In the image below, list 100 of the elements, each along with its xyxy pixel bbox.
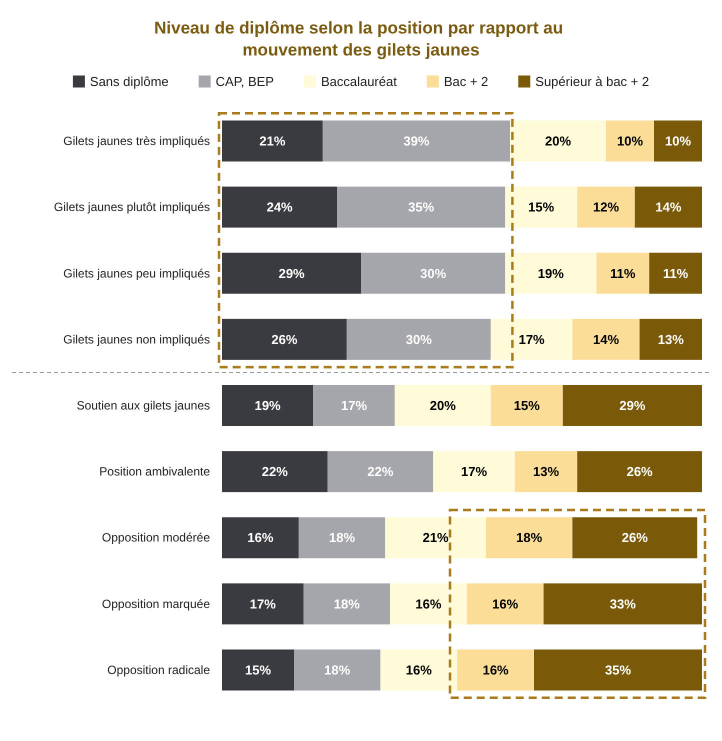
legend-label: Bac + 2 xyxy=(444,74,488,89)
bar xyxy=(222,318,347,360)
data-label: 35% xyxy=(408,200,435,215)
legend-label: Sans diplôme xyxy=(90,74,169,89)
bar xyxy=(313,385,395,426)
data-label: 26% xyxy=(622,530,648,546)
data-label: 16% xyxy=(406,662,432,678)
data-label: 26% xyxy=(626,464,654,480)
data-label: 16% xyxy=(492,596,519,612)
data-label: 17% xyxy=(340,398,368,413)
data-label: 21% xyxy=(422,530,450,546)
bar xyxy=(304,583,390,624)
legend-label: CAP, BEP xyxy=(216,74,274,89)
data-label: 13% xyxy=(658,332,684,347)
bar xyxy=(505,186,578,228)
data-label: 15% xyxy=(514,398,540,413)
bar xyxy=(433,451,515,492)
bar xyxy=(328,451,434,492)
chart-title: Niveau de diplôme selon la position par rapport au mouvement des gilets jaunes xyxy=(154,18,568,60)
data-label: 35% xyxy=(604,662,632,678)
data-label: 17% xyxy=(460,464,488,480)
bar xyxy=(222,649,294,690)
bar xyxy=(222,517,299,558)
data-label: 18% xyxy=(324,662,351,678)
bar xyxy=(596,252,650,294)
bar xyxy=(466,583,544,624)
bar xyxy=(572,517,698,558)
legend-label: Supérieur à bac + 2 xyxy=(535,74,650,89)
bar xyxy=(322,120,510,162)
data-label: 18% xyxy=(516,530,543,546)
bar xyxy=(514,451,578,492)
data-label: 18% xyxy=(328,530,356,546)
y-tick-label: Gilets jaunes non impliqués xyxy=(63,332,210,346)
bar xyxy=(222,451,328,492)
y-tick-label: Opposition radicale xyxy=(107,662,210,677)
bar xyxy=(222,120,323,162)
bar xyxy=(486,517,572,558)
data-label: 17% xyxy=(250,596,276,612)
data-label: 24% xyxy=(266,200,294,215)
data-label: 17% xyxy=(518,332,546,347)
data-label: 20% xyxy=(430,398,456,413)
data-label: 15% xyxy=(528,200,555,215)
bar xyxy=(510,120,606,162)
data-label: 16% xyxy=(247,530,274,546)
bar xyxy=(222,252,362,294)
bar xyxy=(649,252,702,294)
bar xyxy=(380,649,458,690)
bar xyxy=(346,318,491,360)
bar xyxy=(385,517,486,558)
y-tick-label: Soutien aux gilets jaunes xyxy=(76,398,210,412)
bar xyxy=(390,583,467,624)
data-label: 21% xyxy=(259,134,286,149)
data-label: 12% xyxy=(592,200,620,215)
data-label: 30% xyxy=(420,266,447,281)
bar xyxy=(634,186,702,228)
data-label: 11% xyxy=(662,266,689,281)
data-label: 10% xyxy=(616,134,644,149)
bar xyxy=(298,517,386,558)
bar xyxy=(544,583,702,624)
data-label: 22% xyxy=(367,464,394,480)
data-label: 16% xyxy=(482,662,510,678)
data-label: 14% xyxy=(655,200,682,215)
data-label: 30% xyxy=(406,332,432,347)
y-tick-label: Position ambivalente xyxy=(99,464,210,479)
bar xyxy=(222,583,304,624)
bar xyxy=(577,186,635,228)
data-label: 39% xyxy=(403,134,430,149)
data-label: 14% xyxy=(592,332,620,347)
bar xyxy=(394,385,491,426)
bar xyxy=(606,120,654,162)
y-tick-label: Opposition modérée xyxy=(102,530,210,545)
data-label: 16% xyxy=(415,596,442,612)
bar xyxy=(337,186,506,228)
bar xyxy=(222,186,338,228)
data-label: 29% xyxy=(278,266,306,281)
y-tick-label: Opposition marquée xyxy=(102,596,210,611)
bar xyxy=(457,649,534,690)
data-label: 19% xyxy=(538,266,564,281)
data-label: 19% xyxy=(254,398,282,413)
bar xyxy=(640,318,702,360)
data-label: 26% xyxy=(271,332,298,347)
data-label: 10% xyxy=(664,134,692,149)
data-label: 20% xyxy=(544,134,572,149)
data-label: 13% xyxy=(532,464,560,480)
bar xyxy=(222,385,314,426)
data-label: 18% xyxy=(334,596,360,612)
data-label: 15% xyxy=(244,662,272,678)
data-label: 22% xyxy=(262,464,288,480)
bar xyxy=(572,318,640,360)
data-label: 33% xyxy=(610,596,636,612)
data-label: 29% xyxy=(619,398,646,413)
y-tick-label: Gilets jaunes plutôt impliqués xyxy=(54,200,210,214)
bar xyxy=(534,649,702,690)
y-tick-label: Gilets jaunes peu impliqués xyxy=(63,266,210,280)
data-label: 11% xyxy=(610,266,636,281)
bar xyxy=(361,252,506,294)
bar xyxy=(294,649,380,690)
bar xyxy=(490,385,563,426)
bar xyxy=(654,120,702,162)
bar xyxy=(577,451,702,492)
